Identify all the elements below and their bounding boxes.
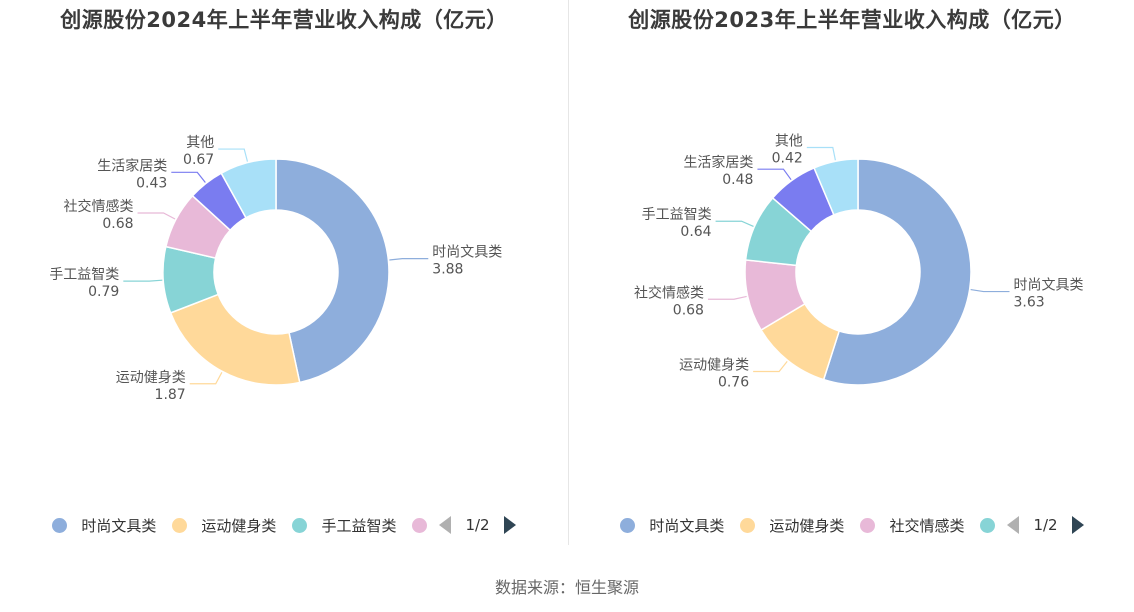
page-indicator: 1/2 [1033, 516, 1058, 534]
slice-sports-fitness[interactable] [169, 293, 301, 386]
legend-pager: 1/2 [1007, 516, 1084, 534]
slice-fashion-stationery[interactable] [822, 158, 972, 386]
legend-dot-icon [740, 517, 756, 533]
slice-value-home-living: 0.43 [136, 175, 167, 191]
slice-value-other: 0.67 [183, 152, 214, 168]
next-page-icon[interactable] [1071, 516, 1084, 534]
legend-label: 时尚文具类 [649, 516, 725, 535]
legend-item-sports-fitness[interactable]: 运动健身类 [740, 515, 844, 536]
slice-value-sports-fitness: 0.76 [718, 375, 749, 391]
leader-line-fashion-stationery [970, 288, 1010, 293]
leader-line-home-living [757, 168, 792, 181]
slice-label-home-living: 生活家居类 [97, 157, 167, 174]
legend-label: 手工益智类 [321, 516, 397, 535]
legend: 时尚文具类 运动健身类 手工益智类 1/2 [0, 512, 568, 538]
slice-label-crafts-puzzles: 手工益智类 [642, 207, 712, 223]
slice-label-home-living: 生活家居类 [683, 154, 753, 171]
panel-divider [568, 0, 569, 545]
next-page-icon[interactable] [503, 516, 516, 534]
legend-dot-icon [860, 517, 876, 533]
legend-item-partial[interactable] [980, 517, 996, 533]
legend-item-fashion-stationery[interactable]: 时尚文具类 [52, 515, 156, 536]
slice-value-social-emotion: 0.68 [102, 216, 133, 232]
legend-dot-icon [980, 517, 996, 533]
legend: 时尚文具类 运动健身类 社交情感类 1/2 [570, 512, 1134, 538]
leader-line-fashion-stationery [389, 257, 429, 261]
slice-value-crafts-puzzles: 0.79 [88, 284, 119, 300]
legend-label: 社交情感类 [889, 516, 965, 535]
legend-item-social-emotion[interactable]: 社交情感类 [860, 515, 964, 536]
slice-other[interactable] [813, 158, 859, 216]
legend-dot-icon [172, 517, 188, 533]
slice-label-social-emotion: 社交情感类 [64, 198, 134, 215]
slice-label-crafts-puzzles: 手工益智类 [49, 267, 119, 283]
leader-line-sports-fitness [189, 372, 223, 385]
slice-value-crafts-puzzles: 0.64 [680, 224, 711, 240]
slice-value-other: 0.42 [772, 151, 803, 167]
legend-item-partial[interactable] [412, 517, 428, 533]
slice-label-other: 其他 [186, 135, 214, 151]
legend-item-sports-fitness[interactable]: 运动健身类 [172, 515, 276, 536]
slice-value-sports-fitness: 1.87 [155, 387, 186, 403]
slice-label-sports-fitness: 运动健身类 [116, 370, 186, 386]
legend-dot-icon [52, 517, 68, 533]
legend-dot-icon [292, 517, 308, 533]
slice-value-social-emotion: 0.68 [673, 302, 704, 318]
slice-value-home-living: 0.48 [722, 172, 753, 188]
leader-line-other [218, 148, 249, 162]
slice-label-social-emotion: 社交情感类 [634, 284, 704, 301]
legend-label: 运动健身类 [201, 516, 277, 535]
legend-item-crafts-puzzles[interactable]: 手工益智类 [292, 515, 396, 536]
legend-pager: 1/2 [439, 516, 516, 534]
legend-label: 时尚文具类 [81, 516, 157, 535]
legend-dot-icon [412, 517, 428, 533]
slice-label-other: 其他 [775, 134, 803, 150]
leader-line-crafts-puzzles [715, 220, 754, 227]
chart-title: 创源股份2023年上半年营业收入构成（亿元） [628, 8, 1076, 32]
leader-line-home-living [171, 171, 206, 183]
slice-label-fashion-stationery: 时尚文具类 [1013, 278, 1083, 294]
slice-value-fashion-stationery: 3.88 [432, 262, 463, 278]
data-source-note: 数据来源：恒生聚源 [494, 578, 639, 597]
chart-panel-2024: 创源股份2024年上半年营业收入构成（亿元） 时尚文具类 3.88 运动健身类 1.8… [0, 0, 568, 545]
chart-title: 创源股份2024年上半年营业收入构成（亿元） [60, 8, 508, 32]
prev-page-icon[interactable] [1007, 516, 1020, 534]
leader-line-sports-fitness [753, 360, 788, 373]
slice-value-fashion-stationery: 3.63 [1013, 295, 1044, 311]
leader-line-crafts-puzzles [123, 279, 163, 282]
chart-panel-2023: 创源股份2023年上半年营业收入构成（亿元） 时尚文具类 3.63 运动健身类 0.7… [570, 0, 1134, 545]
leader-line-other [806, 146, 836, 161]
slice-other[interactable] [220, 158, 277, 219]
leader-line-social-emotion [707, 295, 747, 300]
slice-fashion-stationery[interactable] [275, 158, 390, 384]
prev-page-icon[interactable] [439, 516, 452, 534]
slice-label-sports-fitness: 运动健身类 [679, 358, 749, 374]
slice-label-fashion-stationery: 时尚文具类 [432, 245, 502, 261]
page-indicator: 1/2 [465, 516, 490, 534]
legend-label: 运动健身类 [769, 516, 845, 535]
legend-item-fashion-stationery[interactable]: 时尚文具类 [620, 515, 724, 536]
legend-dot-icon [620, 517, 636, 533]
leader-line-social-emotion [137, 212, 176, 220]
